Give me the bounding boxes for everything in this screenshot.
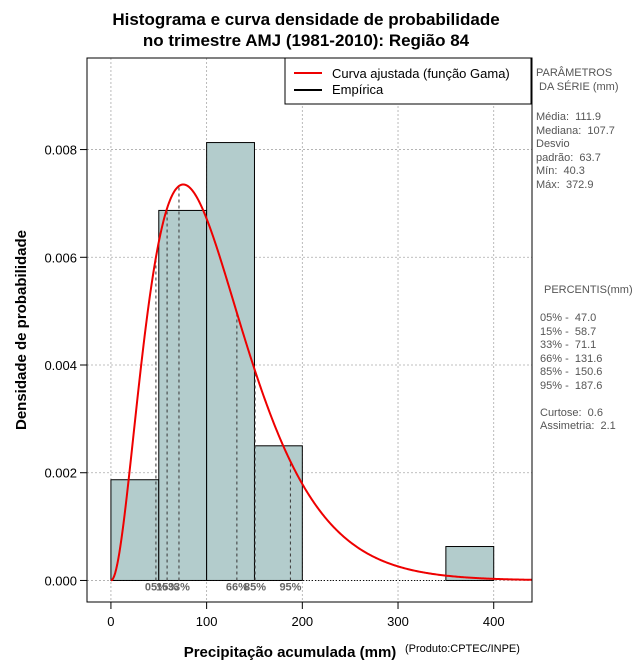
percentile-label: 05%: [145, 581, 167, 593]
x-axis-label: Precipitação acumulada (mm): [184, 644, 397, 660]
y-axis-label: Densidade de probabilidade: [13, 230, 30, 430]
chart-title-line2: no trimestre AMJ (1981-2010): Região 84: [143, 31, 470, 50]
histogram-bar: [253, 445, 303, 581]
x-tick-label: 300: [387, 614, 409, 629]
fitted-curve: [110, 183, 533, 582]
series-params-title: PARÂMETROS DA SÉRIE (mm): [536, 67, 619, 93]
y-tick-label: 0.006: [44, 250, 77, 265]
legend-empirical-label: Empírica: [332, 82, 384, 97]
histogram-bar: [206, 142, 255, 581]
histogram-bar: [158, 209, 208, 581]
x-axis: 0 100 200 300 400: [107, 601, 505, 629]
percentile-label: 66%: [226, 581, 248, 593]
x-tick-label: 200: [291, 614, 313, 629]
legend-curve-label: Curva ajustada (função Gama): [332, 66, 510, 81]
legend-box: [284, 57, 532, 105]
histogram-bar: [445, 546, 495, 581]
y-tick-label: 0.008: [44, 143, 77, 158]
percentile-label: 85%: [244, 581, 266, 593]
percentile-lines: [155, 186, 292, 581]
percentile-label: 33%: [168, 581, 190, 593]
product-credit: (Produto:CPTEC/INPE): [405, 643, 520, 655]
y-axis: 0.000 0.002 0.004 0.006 0.008: [44, 143, 88, 588]
histogram-bar: [110, 479, 160, 581]
histogram-bars: [110, 142, 495, 581]
percentile-label: 95%: [279, 581, 301, 593]
x-tick-label: 0: [107, 614, 114, 629]
x-tick-label: 400: [483, 614, 505, 629]
percentiles-title: PERCENTIS(mm): [544, 284, 633, 296]
y-tick-label: 0.002: [44, 466, 77, 481]
x-tick-label: 100: [196, 614, 218, 629]
fitted-curve-layer: [110, 183, 533, 582]
percentile-labels: 05%15%33% 66%85% 95%: [145, 581, 302, 593]
chart-title-line1: Histograma e curva densidade de probabil…: [112, 10, 499, 29]
percentiles-list: 05% - 47.0 15% - 58.7 33% - 71.1 66% - 1…: [540, 312, 616, 432]
legend: Curva ajustada (função Gama) Empírica: [284, 57, 532, 105]
y-tick-label: 0.000: [44, 573, 77, 588]
series-params: Média: 111.9 Mediana: 107.7 Desvio padrã…: [536, 111, 615, 191]
percentile-label: 15%: [156, 581, 178, 593]
y-tick-label: 0.004: [44, 358, 77, 373]
